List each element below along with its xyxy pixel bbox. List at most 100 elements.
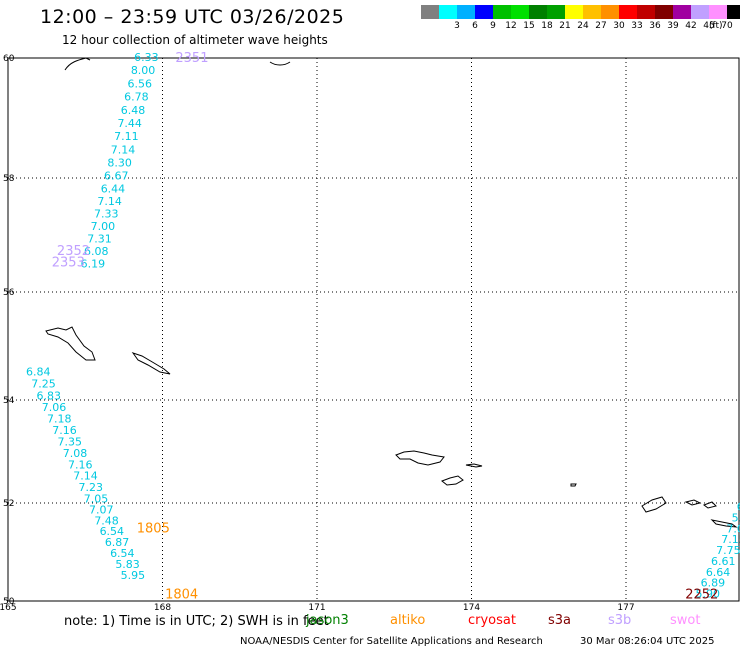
satellite-altiko: altiko <box>390 613 426 628</box>
wave-height-value: 7.25 <box>31 378 56 391</box>
wave-height-value: 6.78 <box>124 91 149 104</box>
wave-height-value: 5.95 <box>121 569 146 582</box>
coast-fragment-top <box>269 61 291 66</box>
coastlines <box>45 57 738 528</box>
legend-label: 39 <box>667 21 679 31</box>
kamchatka-coast <box>64 57 91 71</box>
wave-height-value: 7.15 <box>721 533 740 546</box>
wave-height-value: 8.00 <box>131 64 156 77</box>
footer: NOAA/NESDIS Center for Satellite Applica… <box>240 636 715 647</box>
lon-tick-label: 168 <box>154 603 171 613</box>
legend-swatch <box>493 5 511 19</box>
footer-credit: NOAA/NESDIS Center for Satellite Applica… <box>240 636 543 647</box>
legend-label: 36 <box>649 21 661 31</box>
map-frame <box>7 57 740 602</box>
wave-height-value: 7.16 <box>68 458 93 471</box>
wave-height-value: 7.75 <box>716 544 740 557</box>
wave-height-value: 6.44 <box>101 182 126 195</box>
legend-label: 33 <box>631 21 643 31</box>
color-legend: (ft) 3 6 9 12 15 18 21 24 27 30 33 36 39 42 45 70 <box>421 5 740 33</box>
wave-height-value: 6.64 <box>706 566 731 579</box>
legend-swatch <box>511 5 529 19</box>
graticule <box>7 57 740 602</box>
bering-island <box>45 326 96 361</box>
legend-label: 45 <box>703 21 715 31</box>
wave-height-value: 7.23 <box>79 481 104 494</box>
medny-island <box>131 352 171 375</box>
wave-height-value: 7.18 <box>47 413 72 426</box>
legend-label: 42 <box>685 21 697 31</box>
legend-swatch <box>421 5 439 19</box>
wave-height-value: 7.35 <box>58 435 83 448</box>
wave-height-value: 7.00 <box>91 220 116 233</box>
legend-swatch <box>601 5 619 19</box>
wave-height-value: 7.11 <box>114 130 139 143</box>
wave-height-value: 6.19 <box>81 257 106 270</box>
wave-height-value: 7.07 <box>89 503 114 516</box>
lon-tick-label: 174 <box>463 603 480 613</box>
legend-swatch <box>673 5 691 19</box>
map-subtitle: 12 hour collection of altimeter wave hei… <box>62 33 328 47</box>
amchitka-east <box>710 519 738 528</box>
legend-swatch <box>619 5 637 19</box>
legend-unit: (ft) <box>709 21 723 31</box>
wave-height-value: 6.33 <box>134 51 159 64</box>
wave-height-value: 6.48 <box>121 104 146 117</box>
lat-tick-label: 50 <box>3 597 15 607</box>
legend-swatches <box>421 5 740 19</box>
wave-height-value: 6.84 <box>26 366 51 379</box>
wave-height-value: 7.33 <box>94 207 119 220</box>
wave-height-value: 7.04 <box>726 522 740 535</box>
buldir-island <box>570 483 577 487</box>
agattu-island <box>441 475 464 486</box>
legend-swatch <box>529 5 547 19</box>
wave-height-value: 7.31 <box>87 232 112 245</box>
satellite-jason3: jason3 <box>306 613 349 628</box>
wave-height-value: 7.16 <box>52 424 77 437</box>
wave-height-value: 8.30 <box>107 157 131 170</box>
lon-tick-label: 165 <box>0 603 17 613</box>
wave-height-value: 6.89 <box>701 577 726 590</box>
legend-swatch <box>727 5 740 19</box>
legend-label: 18 <box>541 21 553 31</box>
legend-swatch <box>565 5 583 19</box>
lat-tick-label: 60 <box>3 54 15 64</box>
legend-swatch <box>547 5 565 19</box>
attu-island <box>395 450 445 466</box>
pass-time-label: 2252 <box>685 588 718 603</box>
legend-label: 27 <box>595 21 607 31</box>
legend-label: 21 <box>559 21 571 31</box>
satellite-cryosat: cryosat <box>468 613 516 628</box>
wave-height-value: 7.14 <box>97 195 122 208</box>
wave-height-value: 7.48 <box>94 514 119 527</box>
pass-time-label: 2353 <box>52 255 85 270</box>
lon-tick-label: 171 <box>308 603 325 613</box>
legend-label: 12 <box>505 21 517 31</box>
map-title: 12:00 – 23:59 UTC 03/26/2025 <box>40 6 345 28</box>
wave-height-value: 7.44 <box>117 117 142 130</box>
legend-label: 9 <box>490 21 496 31</box>
axis-ticks: 165 168 171 174 177 60 58 56 54 52 50 <box>0 54 635 613</box>
legend-label: 24 <box>577 21 589 31</box>
pass-time-label: 1804 <box>165 588 198 603</box>
legend-label: 6 <box>472 21 478 31</box>
wave-height-value: 7.06 <box>42 401 66 414</box>
legend-label: 30 <box>613 21 625 31</box>
legend-label: 3 <box>454 21 460 31</box>
wave-height-value: 7.14 <box>111 143 135 156</box>
wave-height-value: 5.83 <box>115 558 139 571</box>
legend-swatch <box>457 5 475 19</box>
wave-height-value: 6.56 <box>127 77 152 90</box>
legend-swatch <box>583 5 601 19</box>
lat-tick-label: 58 <box>3 174 15 184</box>
wave-height-value: 5.90 <box>696 588 721 601</box>
amchitka-island <box>702 501 717 509</box>
lon-tick-label: 177 <box>617 603 634 613</box>
legend-swatch <box>691 5 709 19</box>
footer-timestamp: 30 Mar 08:26:04 UTC 2025 <box>580 636 715 647</box>
wave-height-value: 6.54 <box>100 525 125 538</box>
wave-height-value: 7.05 <box>84 493 109 506</box>
legend-label: 15 <box>523 21 535 31</box>
